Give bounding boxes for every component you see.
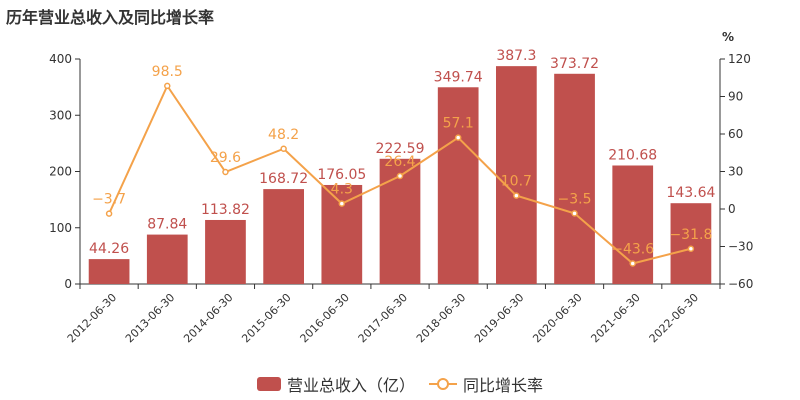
- bar-data-label: 210.68: [608, 147, 657, 163]
- y-left-tick-label: 0: [64, 277, 72, 291]
- bar: [263, 189, 304, 284]
- y-right-tick-label: −60: [728, 277, 753, 291]
- bar: [88, 259, 130, 284]
- bar-data-label: 143.64: [666, 185, 715, 201]
- chart-title: 历年营业总收入及同比增长率: [6, 8, 215, 27]
- bar: [205, 219, 246, 284]
- bar-data-label: 222.59: [376, 141, 425, 157]
- bar-data-label: 87.84: [147, 217, 187, 233]
- growth-data-label: 26.4: [384, 154, 415, 170]
- bar: [670, 203, 712, 284]
- growth-point: [454, 134, 462, 141]
- growth-data-label: 48.2: [268, 127, 299, 143]
- legend-item-growth[interactable]: 同比增长率: [429, 372, 543, 396]
- growth-data-label: 29.6: [210, 150, 241, 166]
- x-tick-label: 2015-06-30: [239, 291, 293, 345]
- bar: [146, 234, 188, 284]
- growth-point: [280, 145, 287, 152]
- growth-point: [105, 210, 113, 217]
- bar-data-label: 387.3: [496, 48, 536, 64]
- bar-data-label: 176.05: [317, 167, 366, 183]
- bar-data-label: 373.72: [550, 56, 599, 72]
- bar: [379, 158, 421, 284]
- growth-data-label: 10.7: [501, 174, 532, 190]
- bar: [554, 73, 595, 284]
- legend-item-revenue[interactable]: 营业总收入（亿）: [256, 372, 415, 396]
- legend: 营业总收入（亿） 同比增长率: [0, 372, 800, 396]
- x-tick-label: 2018-06-30: [414, 291, 468, 345]
- y-right-tick-label: 30: [728, 165, 743, 179]
- growth-data-label: −43.6: [611, 242, 654, 258]
- y-right-tick-label: 0: [728, 202, 736, 216]
- bar-data-label: 44.26: [89, 241, 129, 257]
- y-right-tick-label: −30: [728, 240, 753, 254]
- growth-data-label: 57.1: [443, 116, 474, 132]
- legend-label-growth: 同比增长率: [463, 376, 544, 395]
- x-tick-label: 2013-06-30: [123, 291, 177, 345]
- x-tick-label: 2017-06-30: [356, 291, 410, 345]
- y-right-tick-label: 90: [728, 90, 743, 104]
- x-tick-label: 2022-06-30: [647, 291, 701, 345]
- y-left-tick-label: 200: [49, 165, 72, 179]
- y-left-tick-label: 300: [49, 108, 72, 122]
- growth-point: [338, 200, 346, 207]
- bar: [321, 184, 363, 284]
- bar: [437, 87, 479, 285]
- growth-point: [571, 210, 578, 217]
- y-right-unit: %: [722, 30, 734, 44]
- growth-point: [222, 168, 229, 176]
- bar: [496, 66, 537, 284]
- y-left-tick-label: 400: [49, 52, 72, 66]
- x-tick-label: 2019-06-30: [472, 291, 526, 345]
- x-tick-label: 2020-06-30: [530, 291, 584, 345]
- growth-point: [687, 245, 695, 252]
- legend-bar-swatch: [256, 377, 281, 391]
- growth-data-label: 4.3: [331, 182, 353, 198]
- growth-data-label: −3.5: [558, 191, 592, 207]
- growth-data-label: −3.7: [92, 192, 126, 208]
- bar-data-label: 349.74: [434, 69, 483, 85]
- legend-label-revenue: 营业总收入（亿）: [286, 376, 415, 395]
- y-right-tick-label: 120: [728, 52, 751, 66]
- growth-data-label: −31.8: [669, 227, 712, 243]
- y-right-tick-label: 60: [728, 127, 743, 141]
- x-tick-label: 2016-06-30: [298, 291, 352, 345]
- legend-line-swatch: [429, 377, 457, 391]
- x-tick-label: 2014-06-30: [181, 291, 235, 345]
- x-tick-label: 2012-06-30: [65, 291, 119, 345]
- x-tick-label: 2021-06-30: [588, 291, 642, 345]
- growth-point: [164, 82, 171, 90]
- growth-point: [513, 192, 520, 199]
- growth-data-label: 98.5: [152, 64, 183, 80]
- growth-point: [629, 260, 636, 267]
- bar-data-label: 113.82: [201, 202, 250, 218]
- growth-point: [396, 172, 404, 180]
- bar-data-label: 168.72: [259, 171, 308, 187]
- y-left-tick-label: 100: [49, 221, 72, 235]
